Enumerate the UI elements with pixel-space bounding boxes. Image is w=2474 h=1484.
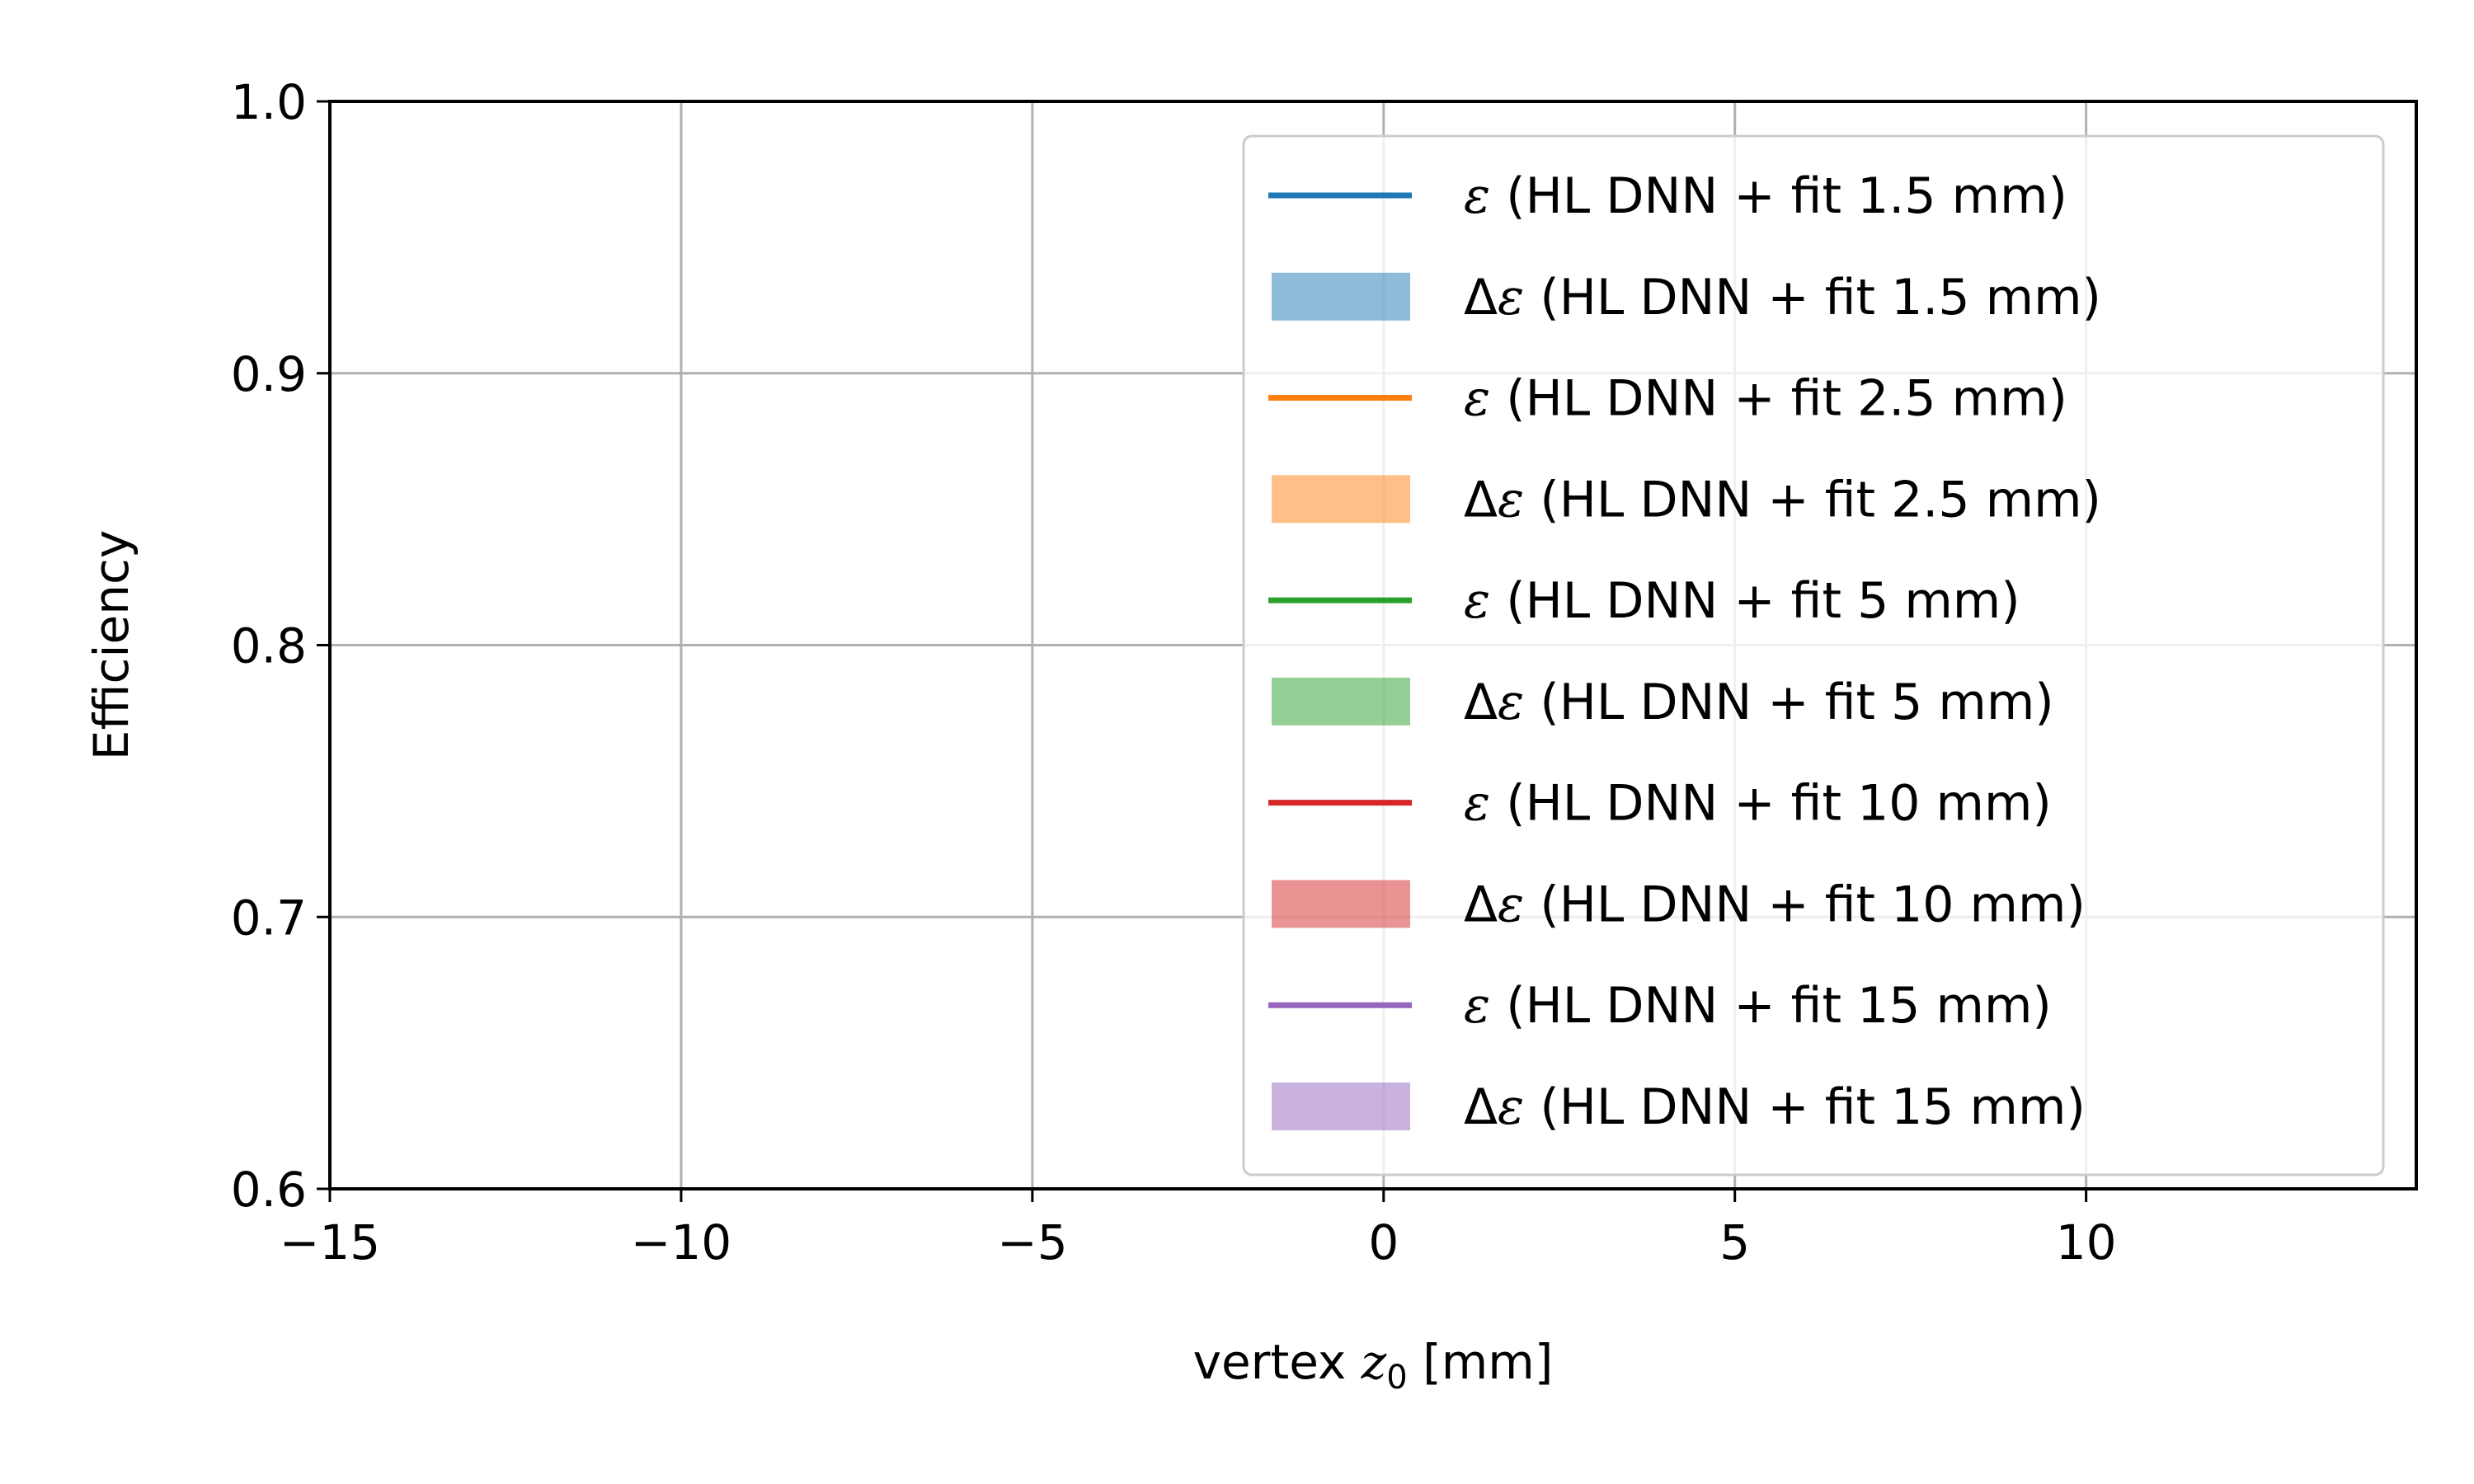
legend-entry-label: ε (HL DNN + fit 2.5 mm) — [1464, 370, 2067, 428]
x-axis-label-variable: z — [1361, 1334, 1387, 1390]
legend-entry-label: Δε (HL DNN + fit 5 mm) — [1464, 674, 2054, 731]
legend-entry-label: Δε (HL DNN + fit 2.5 mm) — [1464, 471, 2101, 528]
legend-entry-label: ε (HL DNN + fit 10 mm) — [1464, 775, 2052, 833]
legend-band-swatch — [1272, 1082, 1410, 1130]
legend-frame — [1242, 134, 2385, 1176]
legend-band-swatch — [1272, 880, 1410, 928]
legend-entry-label: Δε (HL DNN + fit 15 mm) — [1464, 1078, 2086, 1136]
y-tick-label: 1.0 — [231, 74, 307, 130]
legend-entry-label: Δε (HL DNN + fit 1.5 mm) — [1464, 269, 2101, 326]
legend-entry-label: Δε (HL DNN + fit 10 mm) — [1464, 876, 2086, 933]
y-tick-label: 0.8 — [231, 618, 307, 674]
legend-entry-label: ε (HL DNN + fit 1.5 mm) — [1464, 167, 2067, 225]
x-axis-label-unit: [mm] — [1408, 1334, 1554, 1390]
x-axis-label-subscript: 0 — [1386, 1359, 1407, 1397]
y-tick-label: 0.7 — [231, 890, 307, 946]
y-tick-label: 0.9 — [231, 346, 307, 402]
x-tick-label: −5 — [997, 1214, 1068, 1270]
legend-band-swatch — [1272, 677, 1410, 726]
x-axis-label: vertex z0 [mm] — [1193, 1334, 1554, 1397]
x-axis: −15 −10 −5 0 5 10 — [280, 1189, 2117, 1270]
legend-entry-label: ε (HL DNN + fit 15 mm) — [1464, 977, 2052, 1035]
legend-band-swatch — [1272, 475, 1410, 524]
legend: ε (HL DNN + fit 1.5 mm) Δε (HL DNN + fit … — [1242, 134, 2385, 1176]
y-axis-label: Efficiency — [83, 530, 139, 760]
x-axis-label-prefix: vertex — [1193, 1334, 1362, 1390]
y-tick-label: 0.6 — [231, 1162, 307, 1218]
x-tick-label: −15 — [280, 1214, 380, 1270]
y-axis: 0.6 0.7 0.8 0.9 1.0 — [231, 74, 330, 1218]
x-tick-label: 5 — [1719, 1214, 1750, 1270]
legend-band-swatch — [1272, 272, 1410, 321]
legend-entry-label: ε (HL DNN + fit 5 mm) — [1464, 572, 2020, 630]
x-tick-label: 10 — [2056, 1214, 2117, 1270]
x-tick-label: 0 — [1368, 1214, 1399, 1270]
x-tick-label: −10 — [631, 1214, 731, 1270]
